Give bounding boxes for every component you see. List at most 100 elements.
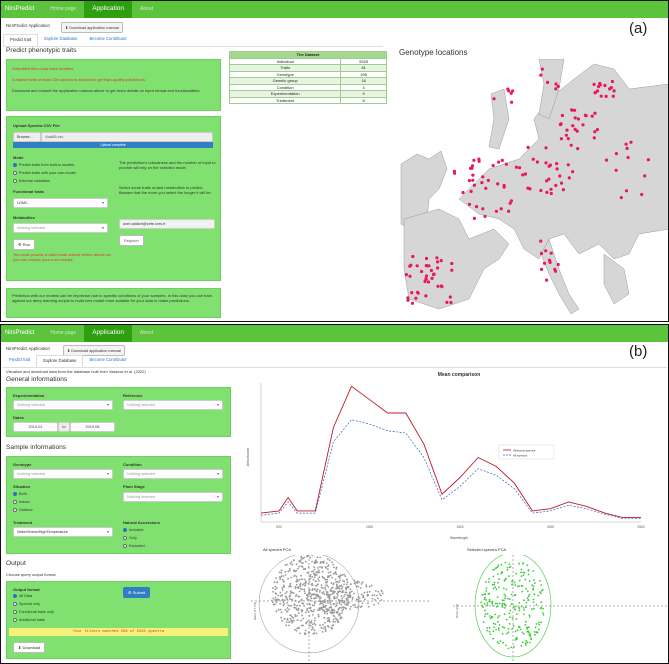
y-axis-label: Absorbance xyxy=(246,448,250,467)
condition-select[interactable]: Nothing selected xyxy=(123,469,223,479)
genotype-dot xyxy=(406,296,410,300)
experimentation-select[interactable]: Nothing selected xyxy=(13,400,113,410)
pca-point xyxy=(340,603,343,606)
nav-tab-home[interactable]: Home page xyxy=(50,6,77,12)
pca-point xyxy=(513,581,516,584)
pca-point xyxy=(362,594,365,597)
nav-tab-home[interactable]: Home page xyxy=(50,330,77,336)
submit-button[interactable]: ⚙ Submit xyxy=(123,587,151,598)
download-manual-button[interactable]: ⬇ Download application manual xyxy=(63,345,125,356)
mode-radio-external[interactable]: External validation xyxy=(13,179,50,183)
pca-point xyxy=(306,620,309,623)
pca-all-y-label: Dim2 (37.7%) xyxy=(253,602,257,620)
pca-point xyxy=(281,594,284,596)
reference-select[interactable]: Nothing selected xyxy=(123,400,223,410)
date-from-input[interactable]: 2014-01 xyxy=(13,422,58,432)
pca-point xyxy=(335,618,338,621)
pca-point xyxy=(484,596,486,599)
nav-tab-application[interactable]: Application xyxy=(84,1,133,18)
brand[interactable]: NirsPredict xyxy=(5,6,35,12)
genotype-dot xyxy=(603,83,607,88)
pca-point xyxy=(288,598,291,600)
pca-point xyxy=(333,566,335,569)
pca-point xyxy=(508,598,511,600)
situation-radio-indoor[interactable]: Indoor xyxy=(13,500,30,504)
tab-predict-trait[interactable]: Predict trait xyxy=(9,357,31,362)
pca-point xyxy=(293,570,296,573)
pca-point xyxy=(338,581,340,584)
pca-point xyxy=(324,622,326,624)
pca-point xyxy=(319,589,321,592)
nav-tab-about[interactable]: About xyxy=(140,6,154,12)
pca-point xyxy=(336,611,339,613)
pca-point xyxy=(492,637,495,640)
run-button[interactable]: ⚙ Run xyxy=(13,239,36,250)
pca-point xyxy=(509,565,512,568)
tab-become-contributor[interactable]: Become Contributor xyxy=(89,357,127,362)
format-radio-additional[interactable]: Additional traits xyxy=(13,618,45,622)
pca-point xyxy=(357,585,360,588)
pca-point xyxy=(498,602,501,605)
pca-point xyxy=(309,624,312,627)
pca-point xyxy=(304,633,306,636)
pca-point xyxy=(329,593,332,596)
pca-point xyxy=(318,579,320,582)
register-button[interactable]: Register xyxy=(119,235,144,246)
download-manual-button[interactable]: ⬇ Download application manual xyxy=(61,22,123,33)
pca-point xyxy=(294,574,296,577)
nav-tab-application[interactable]: Application xyxy=(84,325,133,342)
situation-radio-outdoor[interactable]: Outdoor xyxy=(13,508,33,512)
pca-point xyxy=(280,616,283,619)
pca-point xyxy=(528,616,531,618)
pca-point xyxy=(343,583,345,586)
genotype-dot xyxy=(486,178,490,182)
genotype-dot xyxy=(545,278,549,282)
genotype-dot xyxy=(467,202,472,206)
pca-point xyxy=(313,622,316,625)
pca-point xyxy=(291,621,293,624)
plant-stage-select[interactable]: Nothing selected xyxy=(123,492,223,502)
date-to-input[interactable]: 2019-08 xyxy=(70,422,115,432)
tab-become-contributor[interactable]: Become Contributor xyxy=(89,36,127,41)
situation-radio-both[interactable]: Both xyxy=(13,492,27,496)
pca-point xyxy=(289,582,292,585)
metabolites-select[interactable]: Nothing selected xyxy=(13,223,108,233)
mode-radio-own[interactable]: Predict traits with your own model xyxy=(13,171,76,175)
nav-tab-about[interactable]: About xyxy=(140,330,154,336)
pca-point xyxy=(516,629,519,632)
genotype-dot xyxy=(509,91,513,95)
email-field[interactable]: axel.vaillant@cefe.cnrs.fr xyxy=(119,219,215,229)
pca-point xyxy=(365,585,368,588)
pca-point xyxy=(336,585,338,588)
genotype-select[interactable]: Nothing selected xyxy=(13,469,113,479)
download-button[interactable]: ⬇ Download xyxy=(13,642,46,653)
pca-point xyxy=(505,577,507,580)
format-radio-functional[interactable]: Functional traits only xyxy=(13,610,54,614)
accessions-radio-only[interactable]: Only xyxy=(123,536,137,540)
accessions-radio-excluded[interactable]: Excluded xyxy=(123,544,145,548)
functional-traits-select[interactable]: LDMC xyxy=(13,198,108,208)
pca-point xyxy=(313,566,315,568)
tab-explore-database[interactable]: Explore Database xyxy=(36,355,84,367)
browse-button[interactable]: Browse... xyxy=(13,132,41,142)
tab-explore-database[interactable]: Explore Database xyxy=(44,36,78,41)
europe-map[interactable] xyxy=(399,59,669,321)
pca-point xyxy=(288,595,291,598)
pca-point xyxy=(353,592,355,595)
brand[interactable]: NirsPredict xyxy=(5,330,35,336)
pca-point xyxy=(344,593,346,596)
pca-point xyxy=(326,612,329,615)
tab-predict-trait[interactable]: Predict trait xyxy=(3,34,39,46)
pca-point xyxy=(341,601,344,604)
pca-point xyxy=(297,609,300,612)
genotype-dot xyxy=(414,296,418,300)
pca-point xyxy=(373,603,375,606)
treatment-select[interactable]: WaterStress/HighTemperature xyxy=(13,527,113,537)
mode-radio-builtin[interactable]: Predict traits from built-in models xyxy=(13,163,74,167)
genotype-dot xyxy=(497,160,501,164)
format-radio-all[interactable]: All Data xyxy=(13,594,32,598)
accessions-radio-included[interactable]: Included xyxy=(123,528,143,532)
pca-all-ellipse xyxy=(258,555,360,654)
pca-point xyxy=(343,580,346,583)
format-radio-spectra[interactable]: Spectra only xyxy=(13,602,40,606)
